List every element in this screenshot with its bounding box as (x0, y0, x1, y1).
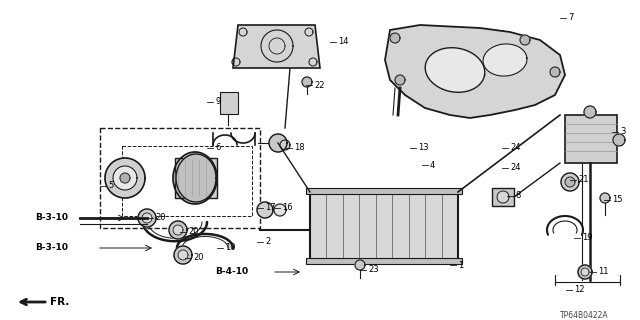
Text: FR.: FR. (50, 297, 69, 307)
Polygon shape (385, 25, 565, 118)
Text: 15: 15 (612, 196, 623, 204)
Text: 24: 24 (510, 164, 520, 172)
Polygon shape (581, 268, 589, 276)
Polygon shape (309, 58, 317, 66)
Polygon shape (138, 209, 156, 227)
Polygon shape (269, 134, 287, 152)
Bar (175, 158, 217, 198)
Polygon shape (105, 158, 145, 198)
Text: B-4-10: B-4-10 (215, 268, 248, 276)
Polygon shape (305, 28, 313, 36)
Polygon shape (561, 173, 579, 191)
Text: 9: 9 (215, 98, 220, 107)
Polygon shape (550, 67, 560, 77)
Polygon shape (274, 204, 286, 216)
Text: 16: 16 (282, 204, 292, 212)
Polygon shape (174, 246, 192, 264)
Text: 20: 20 (155, 213, 166, 222)
Text: 21: 21 (578, 175, 589, 185)
Bar (306, 258, 462, 264)
Text: 13: 13 (418, 143, 429, 153)
Polygon shape (584, 106, 596, 118)
Bar (565, 115, 617, 163)
Text: 19: 19 (582, 234, 593, 243)
Text: 17: 17 (265, 204, 276, 212)
Bar (492, 188, 514, 206)
Polygon shape (355, 260, 365, 270)
Text: 18: 18 (294, 143, 305, 153)
Polygon shape (390, 33, 400, 43)
Text: 23: 23 (368, 266, 379, 275)
Polygon shape (178, 250, 188, 260)
Polygon shape (578, 265, 592, 279)
Text: 24: 24 (510, 143, 520, 153)
Text: 1: 1 (458, 260, 463, 269)
Polygon shape (520, 35, 530, 45)
Text: 3: 3 (620, 127, 625, 137)
Polygon shape (280, 140, 290, 150)
Bar (220, 92, 238, 114)
Text: 6: 6 (215, 143, 220, 153)
Polygon shape (425, 48, 484, 92)
Text: 20: 20 (193, 253, 204, 262)
Text: 22: 22 (314, 81, 324, 90)
Text: 11: 11 (598, 268, 609, 276)
Text: 10: 10 (225, 244, 236, 252)
Polygon shape (257, 202, 273, 218)
Text: 14: 14 (338, 37, 349, 46)
Polygon shape (600, 193, 610, 203)
Bar (306, 188, 462, 194)
Polygon shape (261, 30, 293, 62)
Text: B-3-10: B-3-10 (35, 213, 68, 222)
Polygon shape (173, 225, 183, 235)
Polygon shape (613, 134, 625, 146)
Polygon shape (239, 28, 247, 36)
Bar (310, 192, 458, 260)
Polygon shape (232, 58, 240, 66)
Text: 12: 12 (574, 285, 584, 294)
Text: 5: 5 (108, 181, 113, 190)
Polygon shape (269, 38, 285, 54)
Polygon shape (173, 152, 217, 204)
Text: 7: 7 (568, 13, 573, 22)
Text: 4: 4 (430, 161, 435, 170)
Polygon shape (142, 213, 152, 223)
Polygon shape (120, 173, 130, 183)
Polygon shape (113, 166, 137, 190)
Polygon shape (395, 75, 405, 85)
Polygon shape (497, 191, 509, 203)
Polygon shape (565, 177, 575, 187)
Text: 20: 20 (188, 228, 198, 236)
Text: TP64B0422A: TP64B0422A (560, 310, 609, 319)
Bar (100, 128, 260, 228)
Text: B-3-10: B-3-10 (35, 244, 68, 252)
Polygon shape (176, 154, 216, 202)
Text: 2: 2 (265, 237, 270, 246)
Polygon shape (483, 44, 527, 76)
Bar (122, 146, 252, 216)
Text: 8: 8 (515, 191, 520, 201)
Polygon shape (169, 221, 187, 239)
Polygon shape (302, 77, 312, 87)
Polygon shape (233, 25, 320, 68)
